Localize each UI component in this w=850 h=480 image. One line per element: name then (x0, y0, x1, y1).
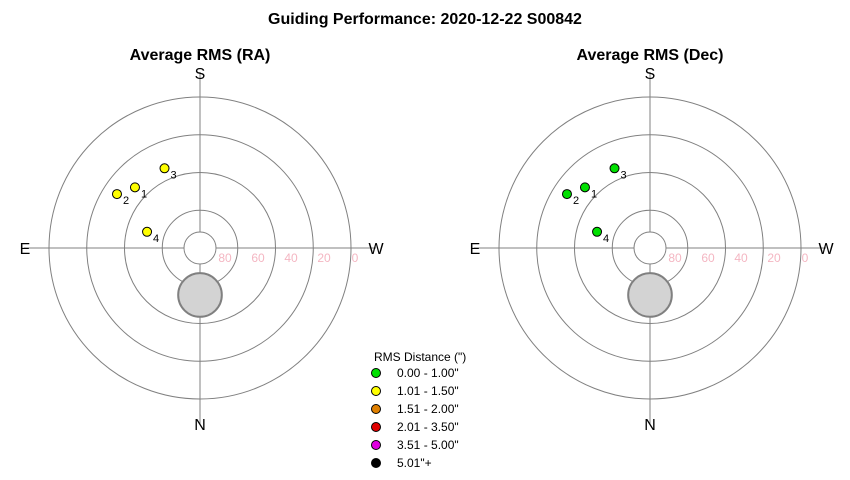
compass-top-label: S (645, 66, 656, 83)
guide-point-2 (111, 189, 122, 200)
figure-title: Guiding Performance: 2020-12-22 S00842 (268, 11, 582, 28)
legend-title: RMS Distance (") (374, 350, 466, 364)
guide-point-1 (129, 182, 140, 193)
guide-point-3 (159, 163, 170, 174)
compass-bottom-label: N (644, 417, 656, 434)
guide-point-4 (142, 226, 153, 237)
guide-point-label: 2 (573, 195, 579, 207)
compass-right-label: W (368, 241, 384, 258)
moon-disc (627, 272, 673, 318)
altitude-tick-label: 60 (701, 251, 715, 265)
legend-label: 0.00 - 1.00" (397, 366, 459, 380)
guide-point-label: 1 (591, 188, 597, 200)
altitude-tick-label: 60 (251, 251, 265, 265)
polar-plot-ra: Average RMS (RA) S N E W 80 60 40 20 0 12 3 4 (20, 47, 385, 434)
compass-left-label: E (20, 241, 31, 258)
guide-point-label: 4 (153, 233, 159, 245)
altitude-tick-label: 0 (352, 251, 359, 265)
guide-point-label: 1 (141, 188, 147, 200)
guide-point-label: 3 (621, 169, 627, 181)
altitude-tick-label: 80 (218, 251, 232, 265)
legend: RMS Distance (") 0.00 - 1.00" 1.01 - 1.50… (371, 350, 466, 470)
guide-point-3 (609, 163, 620, 174)
guide-point-label: 2 (123, 195, 129, 207)
altitude-tick-label: 40 (284, 251, 298, 265)
legend-swatch (371, 422, 381, 432)
guide-point-label: 4 (603, 233, 609, 245)
compass-right-label: W (818, 241, 834, 258)
altitude-tick-label: 40 (734, 251, 748, 265)
legend-label: 3.51 - 5.00" (397, 438, 459, 452)
legend-label: 1.51 - 2.00" (397, 402, 459, 416)
polar-plot-dec: Average RMS (Dec) S N E W 80 60 40 20 0 12 3 4 (470, 47, 835, 434)
altitude-tick-label: 20 (317, 251, 331, 265)
legend-swatch (371, 386, 381, 396)
compass-top-label: S (195, 66, 206, 83)
guide-point-2 (561, 189, 572, 200)
legend-swatch (371, 458, 381, 468)
compass-left-label: E (470, 241, 481, 258)
plot-title: Average RMS (Dec) (576, 47, 723, 64)
altitude-tick-label: 20 (767, 251, 781, 265)
altitude-tick-label: 80 (668, 251, 682, 265)
legend-swatch (371, 368, 381, 378)
polar-plots: Average RMS (RA)SNE W80 60 40 20 01234Average… (20, 47, 835, 434)
guide-point-4 (592, 226, 603, 237)
legend-label: 1.01 - 1.50" (397, 384, 459, 398)
legend-label: 5.01"+ (397, 456, 432, 470)
compass-bottom-label: N (194, 417, 206, 434)
legend-swatch (371, 404, 381, 414)
legend-label: 2.01 - 3.50" (397, 420, 459, 434)
moon-disc (177, 272, 223, 318)
legend-swatch (371, 440, 381, 450)
guide-point-1 (579, 182, 590, 193)
plot-title: Average RMS (RA) (130, 47, 271, 64)
legend-items: 0.00 - 1.00" 1.01 - 1.50" 1.51 - 2.00" 2.01… (371, 366, 459, 470)
guide-point-label: 3 (171, 169, 177, 181)
altitude-tick-label: 0 (802, 251, 809, 265)
